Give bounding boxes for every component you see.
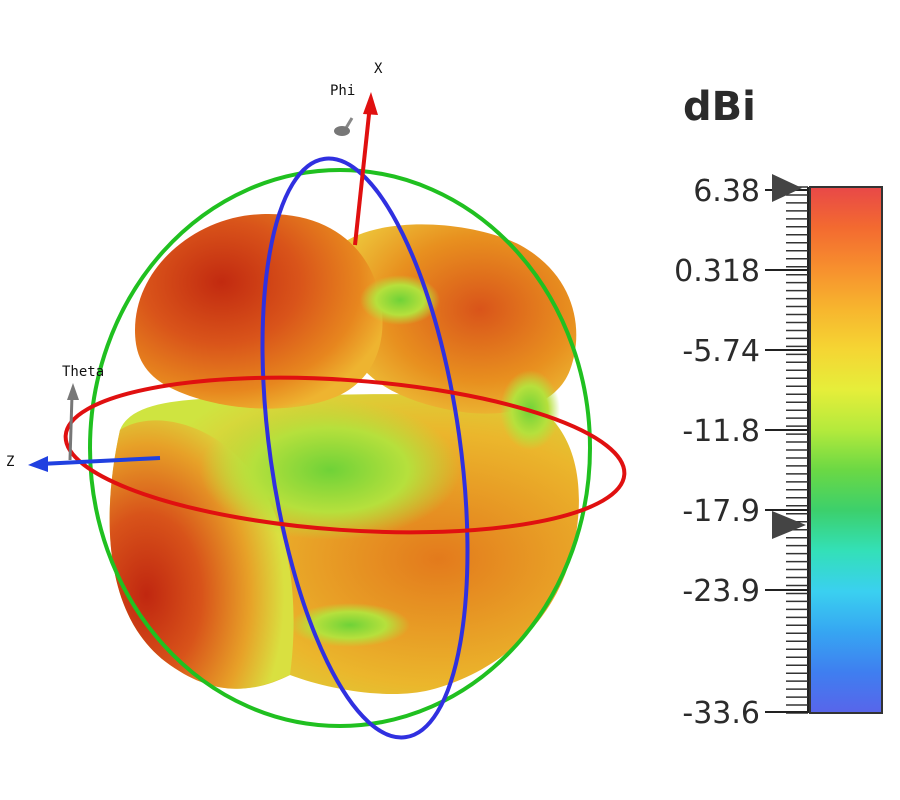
colorbar-markers [772, 174, 806, 539]
colorbar-gradient [809, 186, 883, 714]
x-axis [353, 92, 378, 246]
phi-marker-icon [334, 117, 354, 136]
colorbar-tick-label: -5.74 [682, 334, 760, 369]
pattern-lobe-top-right [334, 224, 577, 414]
colorbar-max-marker[interactable] [772, 174, 802, 202]
colorbar-tick-label: -23.9 [682, 574, 760, 609]
pattern-lobe-top-left [135, 214, 383, 409]
colorbar-unit-label: dBi [683, 84, 756, 130]
pattern-null-bottom [290, 603, 410, 647]
theta-ring-red [63, 375, 627, 535]
pattern-null-upper [360, 275, 440, 325]
colorbar-tick-label: -11.8 [682, 414, 760, 449]
x-axis-label: X [374, 61, 383, 77]
z-axis [28, 456, 161, 472]
colorbar-tick-label: 6.38 [693, 174, 760, 209]
z-axis-label: Z [6, 454, 14, 470]
colorbar [809, 186, 883, 714]
colorbar-tick-labels: 6.38 0.318 -5.74 -11.8 -17.9 -23.9 -33.6 [674, 174, 808, 731]
colorbar-tick-label: -17.9 [682, 494, 760, 529]
colorbar-ruler [786, 186, 809, 714]
theta-label: Theta [62, 364, 104, 380]
pattern-null-center [200, 400, 460, 540]
phi-ring-green [88, 168, 592, 728]
theta-marker-icon [67, 383, 79, 461]
pattern-surface [109, 214, 579, 695]
colorbar-threshold-marker[interactable] [772, 511, 806, 539]
phi-label: Phi [330, 83, 355, 99]
phi-ring-blue [260, 156, 470, 740]
colorbar-tick-label: 0.318 [674, 254, 760, 289]
colorbar-tick-label: -33.6 [682, 696, 760, 731]
